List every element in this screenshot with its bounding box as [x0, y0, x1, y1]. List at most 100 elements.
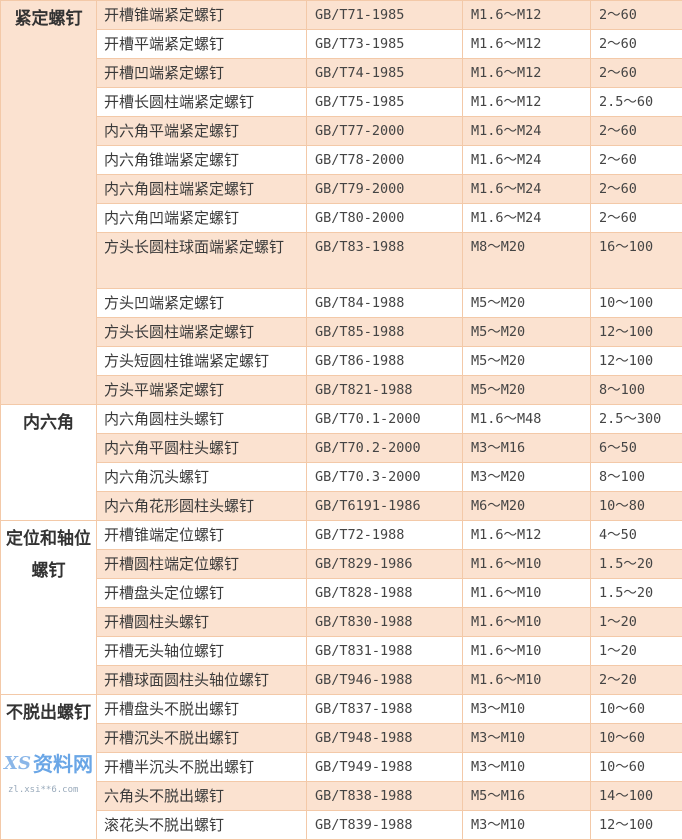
- thread-range-cell: M8～M20: [463, 233, 591, 289]
- length-range-cell: 6～50: [591, 434, 682, 463]
- length-range-cell: 2～20: [591, 666, 682, 695]
- screw-name-cell: 内六角圆柱端紧定螺钉: [97, 175, 307, 204]
- length-range-cell: 12～100: [591, 318, 682, 347]
- thread-range-cell: M5～M20: [463, 289, 591, 318]
- length-range-cell: 2～60: [591, 204, 682, 233]
- length-range-cell: 16～100: [591, 233, 682, 289]
- standard-cell: GB/T71-1985: [307, 1, 463, 30]
- thread-range-cell: M5～M16: [463, 782, 591, 811]
- screw-name-cell: 开槽凹端紧定螺钉: [97, 59, 307, 88]
- screw-name-cell: 方头短圆柱锥端紧定螺钉: [97, 347, 307, 376]
- length-range-cell: 12～100: [591, 347, 682, 376]
- length-range-cell: 8～100: [591, 376, 682, 405]
- length-range-cell: 1.5～20: [591, 550, 682, 579]
- standard-cell: GB/T72-1988: [307, 521, 463, 550]
- standard-cell: GB/T838-1988: [307, 782, 463, 811]
- standard-cell: GB/T77-2000: [307, 117, 463, 146]
- thread-range-cell: M5～M20: [463, 347, 591, 376]
- length-range-cell: 8～100: [591, 463, 682, 492]
- thread-range-cell: M1.6～M12: [463, 521, 591, 550]
- standard-cell: GB/T79-2000: [307, 175, 463, 204]
- screw-name-cell: 开槽盘头不脱出螺钉: [97, 695, 307, 724]
- screw-name-cell: 开槽平端紧定螺钉: [97, 30, 307, 59]
- thread-range-cell: M1.6～M24: [463, 175, 591, 204]
- length-range-cell: 10～60: [591, 724, 682, 753]
- thread-range-cell: M1.6～M24: [463, 204, 591, 233]
- standard-cell: GB/T821-1988: [307, 376, 463, 405]
- length-range-cell: 12～100: [591, 811, 682, 840]
- watermark-url: zl.xsi**6.com: [8, 784, 78, 796]
- standard-cell: GB/T73-1985: [307, 30, 463, 59]
- length-range-cell: 2～60: [591, 59, 682, 88]
- screw-name-cell: 内六角平端紧定螺钉: [97, 117, 307, 146]
- standard-cell: GB/T828-1988: [307, 579, 463, 608]
- thread-range-cell: M5～M20: [463, 318, 591, 347]
- standard-cell: GB/T70.2-2000: [307, 434, 463, 463]
- length-range-cell: 2.5～60: [591, 88, 682, 117]
- thread-range-cell: M1.6～M12: [463, 30, 591, 59]
- length-range-cell: 2～60: [591, 175, 682, 204]
- length-range-cell: 1～20: [591, 637, 682, 666]
- screw-name-cell: 开槽沉头不脱出螺钉: [97, 724, 307, 753]
- standard-cell: GB/T831-1988: [307, 637, 463, 666]
- category-cell: 定位和轴位螺钉: [1, 521, 97, 695]
- thread-range-cell: M6～M20: [463, 492, 591, 521]
- standard-cell: GB/T70.3-2000: [307, 463, 463, 492]
- length-range-cell: 2～60: [591, 117, 682, 146]
- screw-name-cell: 开槽半沉头不脱出螺钉: [97, 753, 307, 782]
- length-range-cell: 14～100: [591, 782, 682, 811]
- watermark-logo-icon: XS: [4, 752, 31, 776]
- standard-cell: GB/T948-1988: [307, 724, 463, 753]
- standard-cell: GB/T829-1986: [307, 550, 463, 579]
- thread-range-cell: M1.6～M10: [463, 550, 591, 579]
- thread-range-cell: M5～M20: [463, 376, 591, 405]
- screw-name-cell: 六角头不脱出螺钉: [97, 782, 307, 811]
- screw-name-cell: 方头长圆柱端紧定螺钉: [97, 318, 307, 347]
- standard-cell: GB/T74-1985: [307, 59, 463, 88]
- screw-name-cell: 滚花头不脱出螺钉: [97, 811, 307, 840]
- length-range-cell: 2～60: [591, 1, 682, 30]
- screw-name-cell: 开槽锥端定位螺钉: [97, 521, 307, 550]
- length-range-cell: 10～100: [591, 289, 682, 318]
- screw-name-cell: 内六角凹端紧定螺钉: [97, 204, 307, 233]
- standard-cell: GB/T949-1988: [307, 753, 463, 782]
- screw-name-cell: 内六角圆柱头螺钉: [97, 405, 307, 434]
- thread-range-cell: M3～M16: [463, 434, 591, 463]
- thread-range-cell: M1.6～M24: [463, 117, 591, 146]
- standard-cell: GB/T75-1985: [307, 88, 463, 117]
- length-range-cell: 4～50: [591, 521, 682, 550]
- length-range-cell: 10～60: [591, 695, 682, 724]
- screw-name-cell: 开槽盘头定位螺钉: [97, 579, 307, 608]
- standard-cell: GB/T78-2000: [307, 146, 463, 175]
- watermark: XS 资料网: [4, 752, 93, 776]
- length-range-cell: 10～60: [591, 753, 682, 782]
- standard-cell: GB/T70.1-2000: [307, 405, 463, 434]
- thread-range-cell: M3～M10: [463, 695, 591, 724]
- category-cell: 紧定螺钉: [1, 1, 97, 405]
- thread-range-cell: M1.6～M12: [463, 59, 591, 88]
- thread-range-cell: M3～M10: [463, 724, 591, 753]
- standard-cell: GB/T830-1988: [307, 608, 463, 637]
- screw-name-cell: 内六角花形圆柱头螺钉: [97, 492, 307, 521]
- screw-name-cell: 开槽圆柱头螺钉: [97, 608, 307, 637]
- thread-range-cell: M1.6～M10: [463, 608, 591, 637]
- category-cell: 内六角: [1, 405, 97, 521]
- thread-range-cell: M1.6～M12: [463, 1, 591, 30]
- length-range-cell: 1～20: [591, 608, 682, 637]
